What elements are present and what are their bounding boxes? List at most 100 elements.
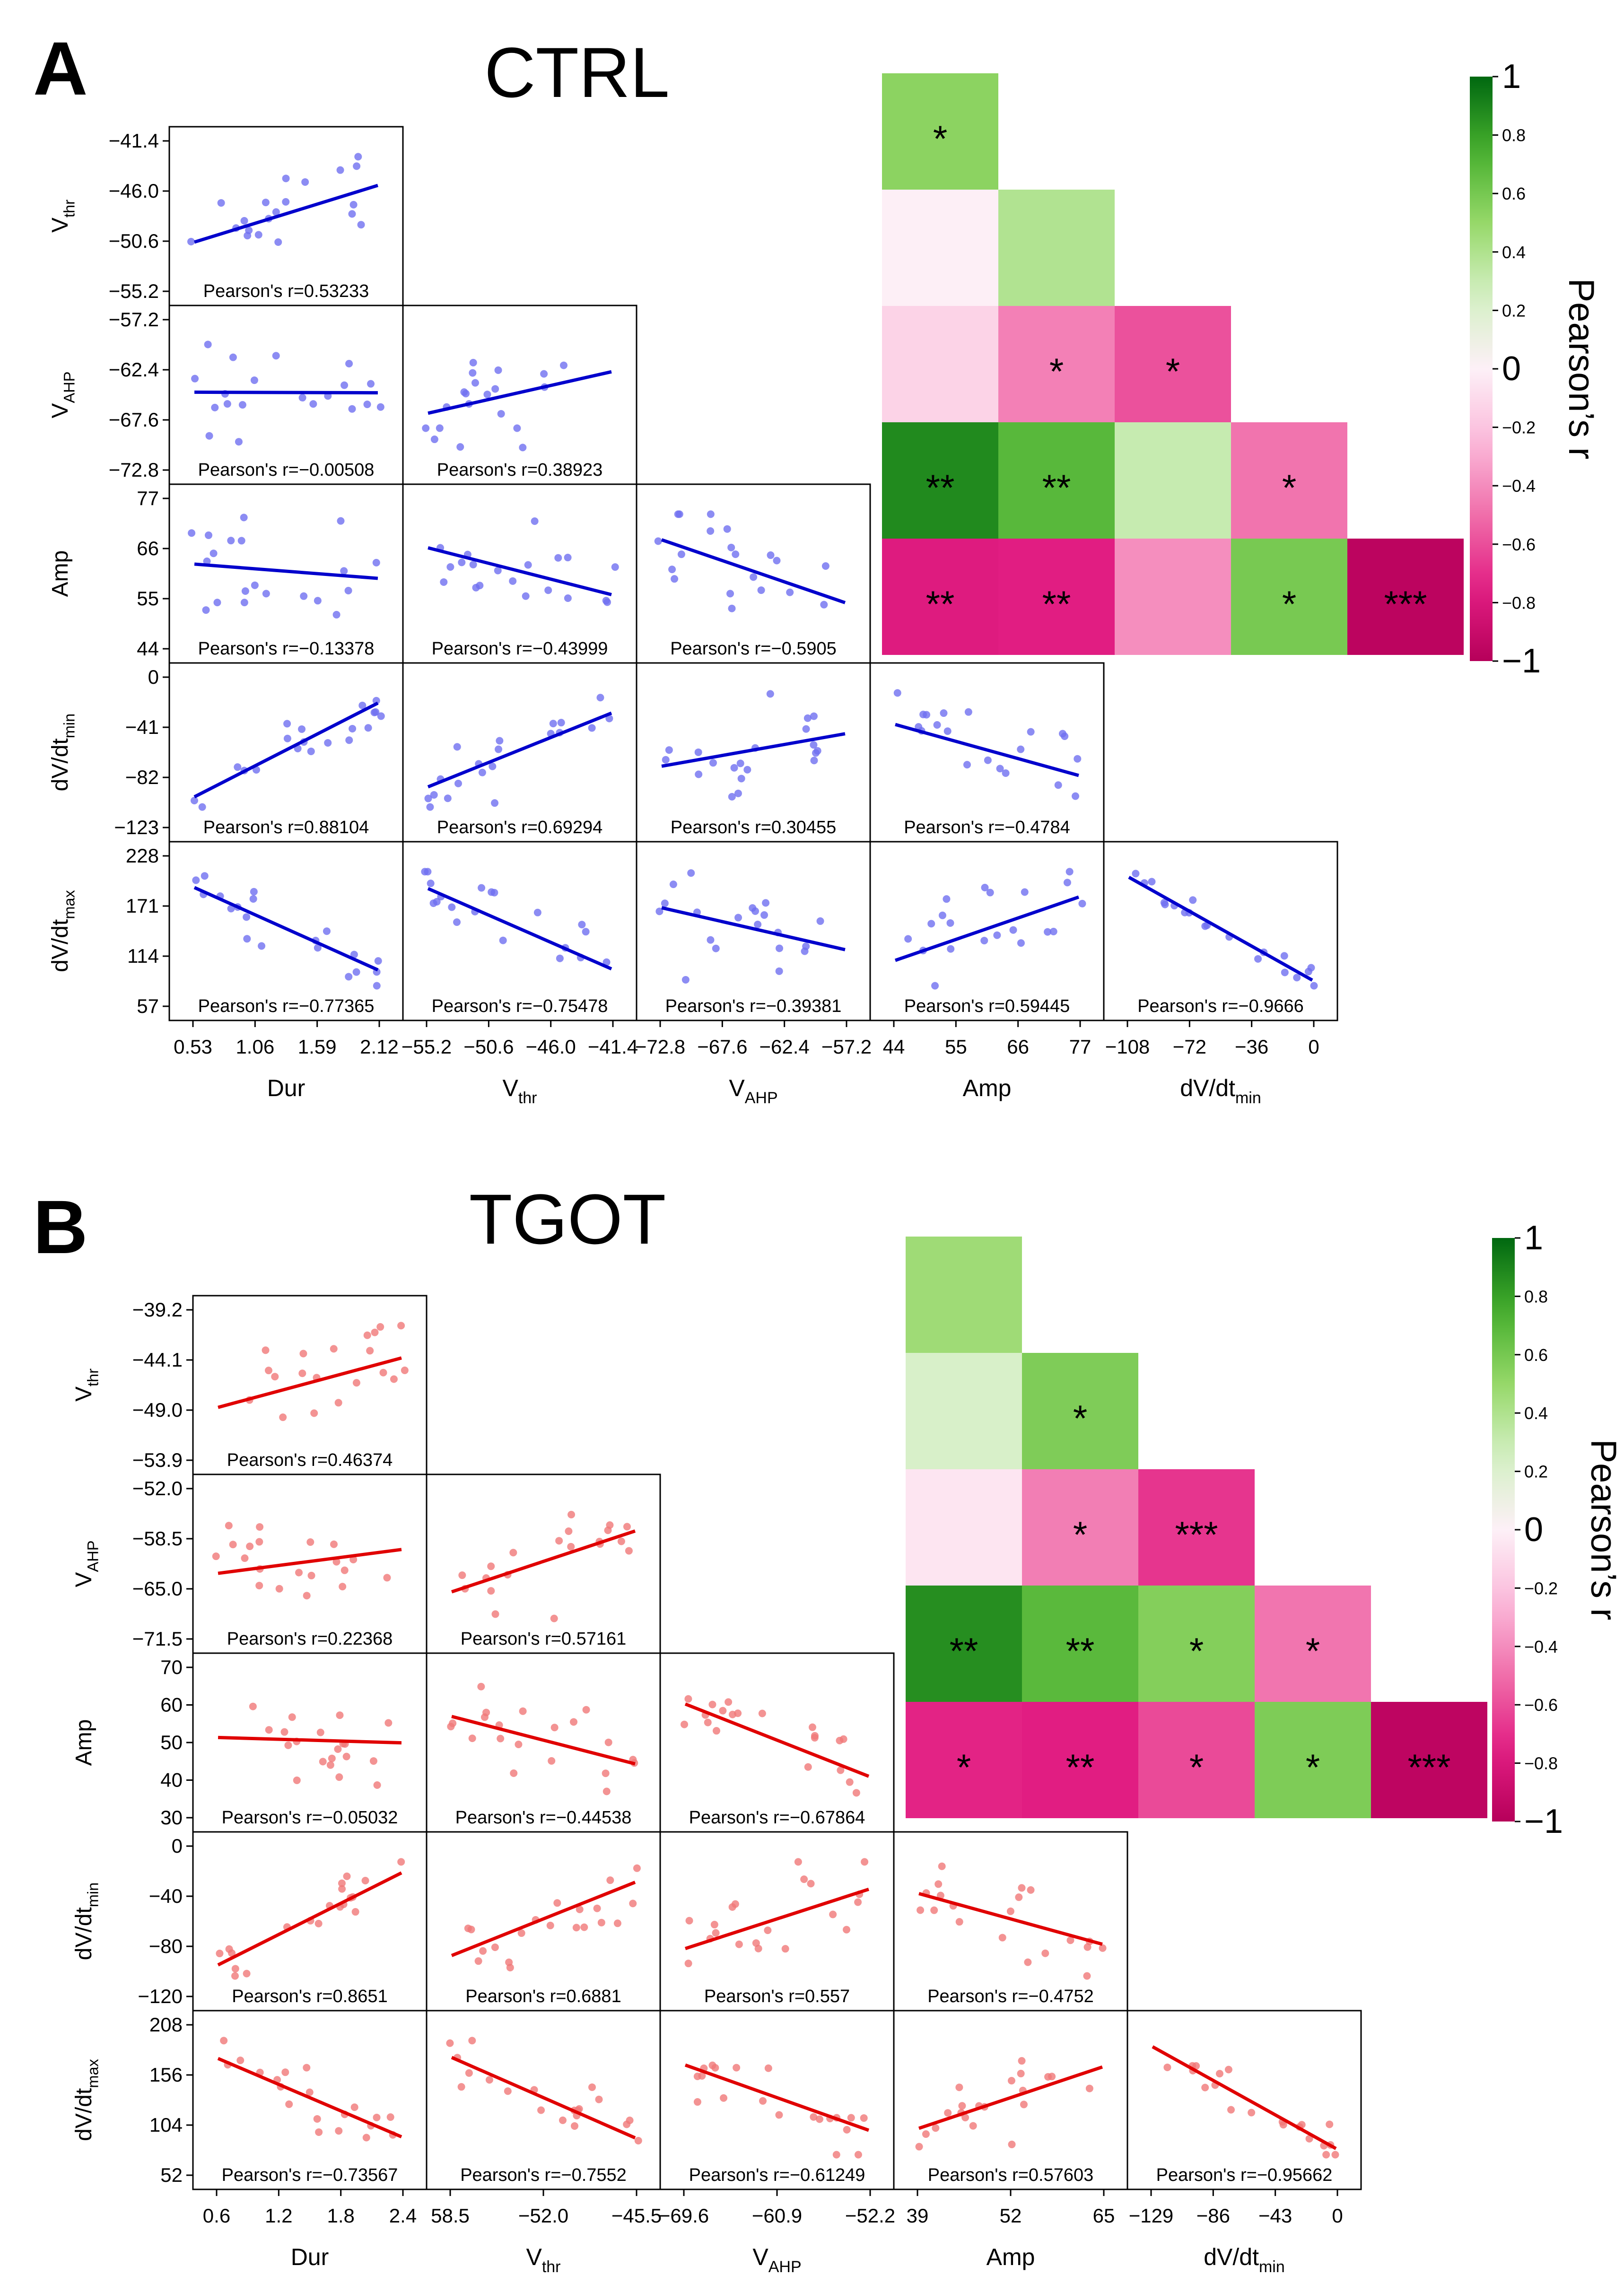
significance-stars: *	[957, 1746, 971, 1788]
heatmap-cell	[906, 1586, 1022, 1702]
scatter-cell: Pearson's r=0.88104	[168, 662, 404, 843]
scatter-point	[861, 1858, 869, 1866]
scatter-point	[216, 1950, 224, 1958]
scatter-point	[533, 908, 541, 916]
scatter-cell-frame	[192, 2010, 428, 2190]
scatter-point	[264, 1367, 272, 1375]
scatter-point	[604, 1738, 612, 1746]
scatter-cell-frame	[168, 841, 404, 1021]
scatter-point	[1024, 1958, 1032, 1966]
scatter-point	[491, 799, 499, 807]
column-label: dV/dtmin	[1204, 2244, 1285, 2276]
scatter-cell-frame	[659, 1831, 895, 2012]
scatter-point	[265, 1726, 273, 1734]
scatter-point	[298, 394, 306, 402]
heatmap-cell	[906, 1237, 1022, 1353]
colorbar-tick-label: −1	[1524, 1803, 1563, 1840]
y-tick-label: 104	[149, 2114, 183, 2136]
scatter-point	[969, 2122, 977, 2130]
scatter-point	[947, 945, 955, 953]
y-tick-label: −72.8	[109, 459, 159, 481]
scatter-point	[440, 578, 448, 586]
scatter-cell: Pearson's r=0.30455	[636, 662, 871, 843]
scatter-point	[204, 531, 212, 539]
scatter-point	[852, 1789, 860, 1797]
scatter-point	[540, 370, 548, 378]
y-tick-label: −39.2	[132, 1299, 183, 1321]
scatter-point	[373, 982, 381, 990]
x-tick-label: 0	[1308, 1036, 1319, 1058]
scatter-point	[775, 2111, 783, 2119]
heatmap-cell	[1115, 306, 1231, 422]
scatter-point	[854, 1898, 862, 1906]
scatter-point	[217, 199, 225, 207]
scatter-point	[582, 928, 590, 936]
x-tick-label: −72	[1173, 1036, 1206, 1058]
scatter-point	[198, 803, 206, 811]
x-tick-label: 52	[1000, 2205, 1022, 2227]
pearson-label: Pearson's r=0.57603	[928, 2165, 1094, 2185]
scatter-cell-frame	[869, 662, 1105, 843]
scatter-cell: Pearson's r=−0.77365	[168, 841, 404, 1021]
scatter-cell-frame	[402, 483, 637, 664]
scatter-point	[328, 1754, 336, 1762]
scatter-point	[712, 944, 720, 952]
scatter-point	[843, 2126, 851, 2134]
scatter-point	[582, 1706, 590, 1714]
scatter-point	[344, 587, 352, 595]
scatter-point	[303, 1592, 311, 1600]
y-tick-label: −120	[138, 1985, 183, 2007]
scatter-point	[1020, 2100, 1028, 2109]
heatmap-cell	[882, 73, 998, 190]
scatter-point	[1201, 2083, 1209, 2092]
scatter-point	[316, 1728, 324, 1736]
regression-line	[217, 2057, 402, 2139]
regression-line	[451, 2056, 636, 2140]
scatter-point	[262, 590, 270, 598]
scatter-cell-frame	[168, 483, 404, 664]
scatter-cell: Pearson's r=−0.73567	[192, 2010, 428, 2190]
scatter-point	[1054, 781, 1062, 789]
scatter-point	[517, 1929, 525, 1937]
scatter-point	[707, 527, 715, 535]
scatter-point	[341, 1566, 349, 1574]
scatter-point	[280, 1728, 288, 1736]
scatter-point	[695, 770, 703, 778]
scatter-point	[496, 737, 504, 745]
scatter-point	[491, 1943, 499, 1952]
y-tick-label: 0	[172, 1835, 183, 1857]
scatter-point	[446, 563, 454, 571]
colorbar-tick-label: −0.4	[1524, 1637, 1558, 1656]
scatter-point	[254, 231, 262, 239]
scatter-point	[255, 1538, 263, 1546]
scatter-point	[358, 701, 367, 709]
scatter-point	[727, 543, 735, 551]
significance-stars: *	[1073, 1397, 1087, 1439]
scatter-point	[531, 517, 539, 525]
row-label: Amp	[71, 1719, 96, 1766]
x-tick-label: 0	[1332, 2205, 1343, 2227]
scatter-point	[510, 1769, 518, 1777]
scatter-point	[743, 766, 751, 774]
scatter-point	[491, 1610, 499, 1618]
scatter-point	[272, 208, 280, 216]
scatter-point	[326, 1761, 334, 1769]
pearson-label: Pearson's r=−0.73567	[222, 2165, 398, 2185]
scatter-cell-frame	[168, 662, 404, 843]
column-label: dV/dtmin	[1180, 1075, 1261, 1107]
scatter-point	[376, 403, 384, 411]
scatter-point	[349, 200, 358, 209]
scatter-point	[677, 550, 685, 558]
scatter-point	[464, 1924, 472, 1932]
heatmap-cell	[882, 422, 998, 539]
scatter-point	[800, 1875, 808, 1883]
regression-line	[684, 2063, 870, 2132]
colorbar-tick-label: 0.6	[1524, 1345, 1548, 1365]
pearson-label: Pearson's r=0.6881	[465, 1987, 621, 2006]
colorbar	[1492, 1238, 1515, 1821]
pearson-label: Pearson's r=−0.05032	[222, 1808, 398, 1828]
regression-line	[218, 1548, 402, 1575]
scatter-point	[568, 1511, 576, 1519]
scatter-point	[773, 557, 781, 565]
